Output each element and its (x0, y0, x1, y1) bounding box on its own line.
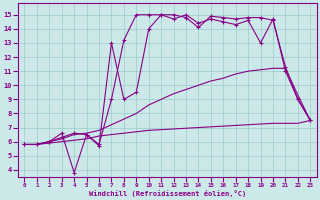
X-axis label: Windchill (Refroidissement éolien,°C): Windchill (Refroidissement éolien,°C) (89, 190, 246, 197)
